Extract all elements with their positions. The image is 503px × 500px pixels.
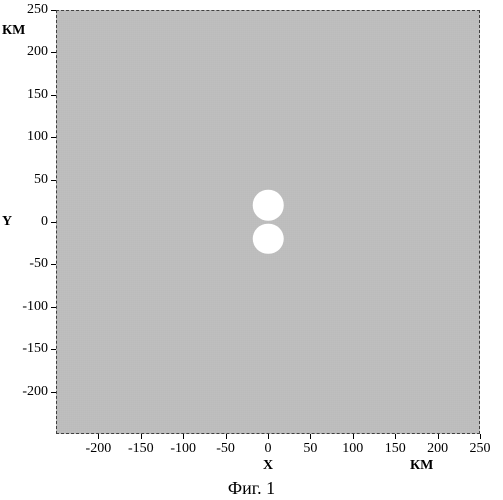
figure-caption: Фиг. 1 — [228, 478, 275, 499]
y-axis-title: Y — [2, 214, 12, 230]
y-tick — [51, 264, 56, 265]
y-tick-label: 250 — [27, 2, 48, 18]
x-tick — [226, 434, 227, 439]
y-tick — [51, 349, 56, 350]
y-tick-label: -50 — [29, 256, 48, 272]
x-tick — [480, 434, 481, 439]
x-tick — [438, 434, 439, 439]
x-tick — [395, 434, 396, 439]
y-tick — [51, 222, 56, 223]
y-tick-label: 150 — [27, 87, 48, 103]
figure-container: X КМ Y КМ Фиг. 1 -200 -150 -100 -50 0 50 100 15… — [0, 0, 503, 500]
plot-area — [56, 10, 480, 434]
y-tick-label: 200 — [27, 44, 48, 60]
y-tick-label: -150 — [22, 341, 48, 357]
x-axis-unit: КМ — [410, 458, 433, 474]
y-tick-label: 0 — [41, 214, 48, 230]
x-tick-label: 0 — [265, 441, 272, 457]
x-tick — [353, 434, 354, 439]
x-tick-label: -50 — [216, 441, 235, 457]
x-axis-title: X — [263, 458, 273, 474]
marker-circle — [253, 224, 284, 255]
marker-circle — [253, 190, 284, 221]
y-tick — [51, 307, 56, 308]
x-tick — [183, 434, 184, 439]
x-tick — [268, 434, 269, 439]
y-tick — [51, 52, 56, 53]
y-tick — [51, 10, 56, 11]
x-tick — [98, 434, 99, 439]
x-tick — [310, 434, 311, 439]
y-tick — [51, 137, 56, 138]
y-axis-unit: КМ — [2, 23, 25, 39]
y-tick — [51, 392, 56, 393]
y-tick — [51, 95, 56, 96]
x-tick — [141, 434, 142, 439]
x-tick-label: -200 — [86, 441, 112, 457]
x-tick-label: 200 — [427, 441, 448, 457]
x-tick-label: 250 — [470, 441, 491, 457]
x-tick-label: 50 — [303, 441, 317, 457]
y-tick-label: 100 — [27, 129, 48, 145]
y-tick — [51, 180, 56, 181]
y-tick-label: -100 — [22, 299, 48, 315]
x-tick-label: -100 — [170, 441, 196, 457]
y-tick-label: 50 — [34, 172, 48, 188]
x-tick-label: 150 — [385, 441, 406, 457]
x-tick-label: -150 — [128, 441, 154, 457]
x-tick-label: 100 — [342, 441, 363, 457]
y-tick-label: -200 — [22, 384, 48, 400]
